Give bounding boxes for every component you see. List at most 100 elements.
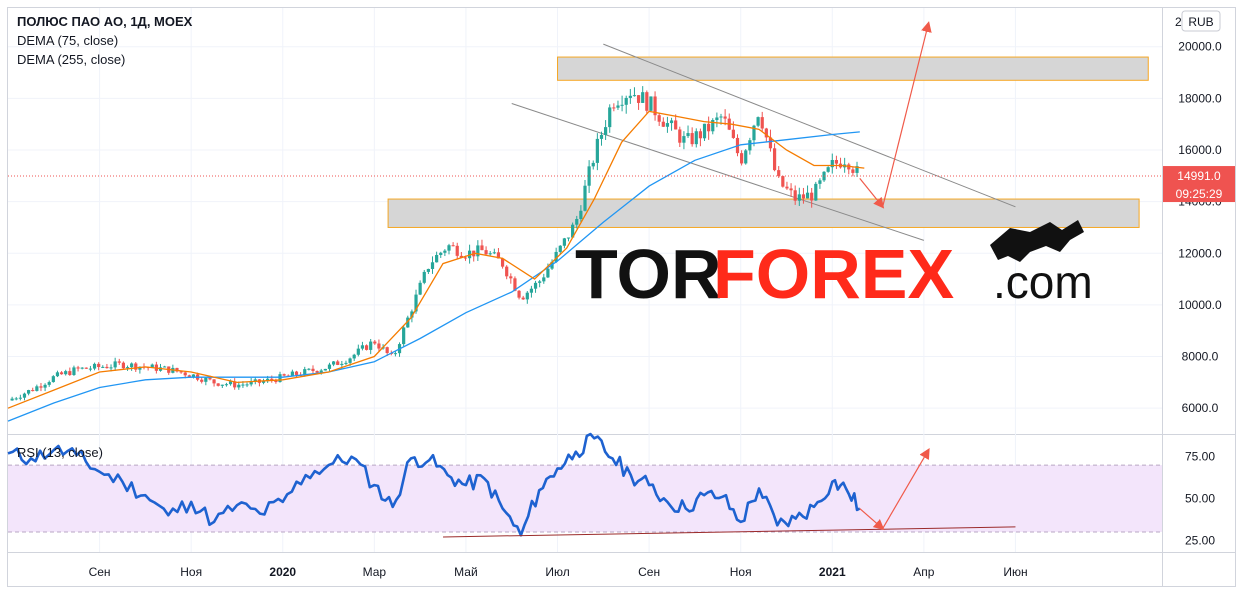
- candle-body: [51, 376, 55, 383]
- resistance-zone[interactable]: [557, 56, 1149, 81]
- candle-body: [356, 348, 360, 355]
- candle-body: [768, 137, 773, 149]
- time-grid: [99, 8, 1016, 552]
- candle-body: [595, 138, 599, 163]
- candle-body: [261, 381, 266, 383]
- candle-body: [125, 367, 130, 369]
- candle-body: [319, 370, 323, 373]
- candle-body: [554, 251, 558, 262]
- candle-body: [657, 115, 661, 122]
- candle-body: [249, 381, 253, 385]
- candle-body: [521, 297, 525, 300]
- candle-body: [814, 183, 818, 201]
- candle-body: [410, 311, 414, 318]
- candle-body: [270, 378, 274, 381]
- time-tick-label: Мар: [363, 565, 387, 579]
- candle-body: [818, 180, 822, 184]
- channel-lower-line[interactable]: [511, 103, 925, 241]
- candle-body: [220, 384, 224, 386]
- rsi-line[interactable]: [7, 432, 861, 537]
- rsi-forecast-arrows[interactable]: [859, 447, 930, 531]
- candle-body: [418, 282, 422, 295]
- candle-body: [191, 374, 196, 377]
- candle-body: [18, 397, 22, 399]
- candle-body: [364, 345, 369, 350]
- channel-upper-line[interactable]: [603, 43, 1016, 208]
- candle-body: [150, 364, 154, 368]
- candle-body: [463, 257, 468, 259]
- currency-button[interactable]: RUB: [1181, 10, 1221, 32]
- candle-body: [686, 133, 690, 137]
- candle-body: [72, 367, 76, 375]
- candle-body: [307, 368, 311, 370]
- candle-body: [719, 116, 723, 118]
- candle-body: [591, 162, 595, 167]
- candle-body: [793, 190, 797, 201]
- candle-body: [731, 129, 735, 138]
- instrument-title: ПОЛЮС ПАО АО, 1Д, MOEX: [17, 14, 193, 29]
- candle-body: [538, 281, 542, 283]
- candle-body: [435, 254, 439, 263]
- candle-body: [43, 384, 47, 388]
- price-tick-label: 12000.0: [1178, 246, 1222, 260]
- candle-body: [764, 128, 768, 138]
- candle-body: [492, 252, 496, 254]
- support-zone[interactable]: [387, 198, 1140, 228]
- candle-body: [113, 361, 117, 368]
- candle-body: [352, 354, 356, 359]
- candle-body: [851, 169, 855, 173]
- candle-body: [542, 277, 546, 282]
- candle-body: [525, 292, 529, 300]
- candle-body: [47, 382, 51, 385]
- time-tick-label: Сен: [89, 565, 111, 579]
- candle-body: [294, 371, 299, 375]
- candle-body: [224, 384, 229, 386]
- candle-body: [665, 123, 670, 127]
- candle-body: [344, 362, 348, 364]
- logo-forex: FOREX: [713, 235, 954, 313]
- candle-body: [22, 393, 27, 398]
- rsi-trendline[interactable]: [443, 526, 1016, 538]
- candle-body: [674, 120, 678, 130]
- candle-body: [579, 210, 583, 219]
- candle-body: [233, 381, 237, 388]
- axis-top-partial: 2: [1175, 15, 1182, 29]
- price-tag-timer: 09:25:29: [1176, 187, 1223, 201]
- candle-body: [311, 368, 315, 372]
- candle-body: [649, 96, 653, 111]
- candle-body: [571, 224, 575, 238]
- candle-body: [439, 252, 443, 255]
- candle-body: [84, 367, 88, 369]
- forecast-arrow: [859, 178, 885, 209]
- price-tag-value: 14991.0: [1177, 169, 1221, 183]
- candle-body: [777, 170, 781, 177]
- forecast-arrows[interactable]: [859, 21, 932, 209]
- candle-body: [451, 245, 455, 247]
- candle-body: [253, 379, 257, 382]
- candle-body: [331, 361, 336, 365]
- candle-body: [187, 375, 191, 377]
- candle-body: [682, 136, 686, 143]
- time-tick-label: Сен: [638, 565, 660, 579]
- time-axis-labels: Сен Ноя 2020 Мар Май Июл Сен Ноя 2021 Апр Июн: [89, 565, 1028, 579]
- dema-255-line[interactable]: [7, 131, 860, 422]
- time-tick-label: 2020: [269, 565, 296, 579]
- candle-body: [27, 390, 31, 394]
- candle-body: [130, 363, 134, 368]
- candle-body: [303, 369, 307, 376]
- candle-body: [789, 188, 793, 191]
- candle-body: [290, 371, 294, 376]
- candle-body: [500, 258, 505, 267]
- candle-body: [340, 363, 344, 365]
- candle-body: [447, 245, 451, 251]
- dema-75-line[interactable]: [7, 110, 865, 409]
- candle-body: [624, 97, 628, 105]
- candle-body: [183, 372, 187, 376]
- candle-body: [336, 361, 340, 365]
- candle-body: [360, 345, 365, 349]
- candle-body: [599, 134, 604, 139]
- candle-body: [748, 140, 752, 151]
- candle-body: [694, 131, 698, 145]
- forecast-arrow: [859, 508, 885, 531]
